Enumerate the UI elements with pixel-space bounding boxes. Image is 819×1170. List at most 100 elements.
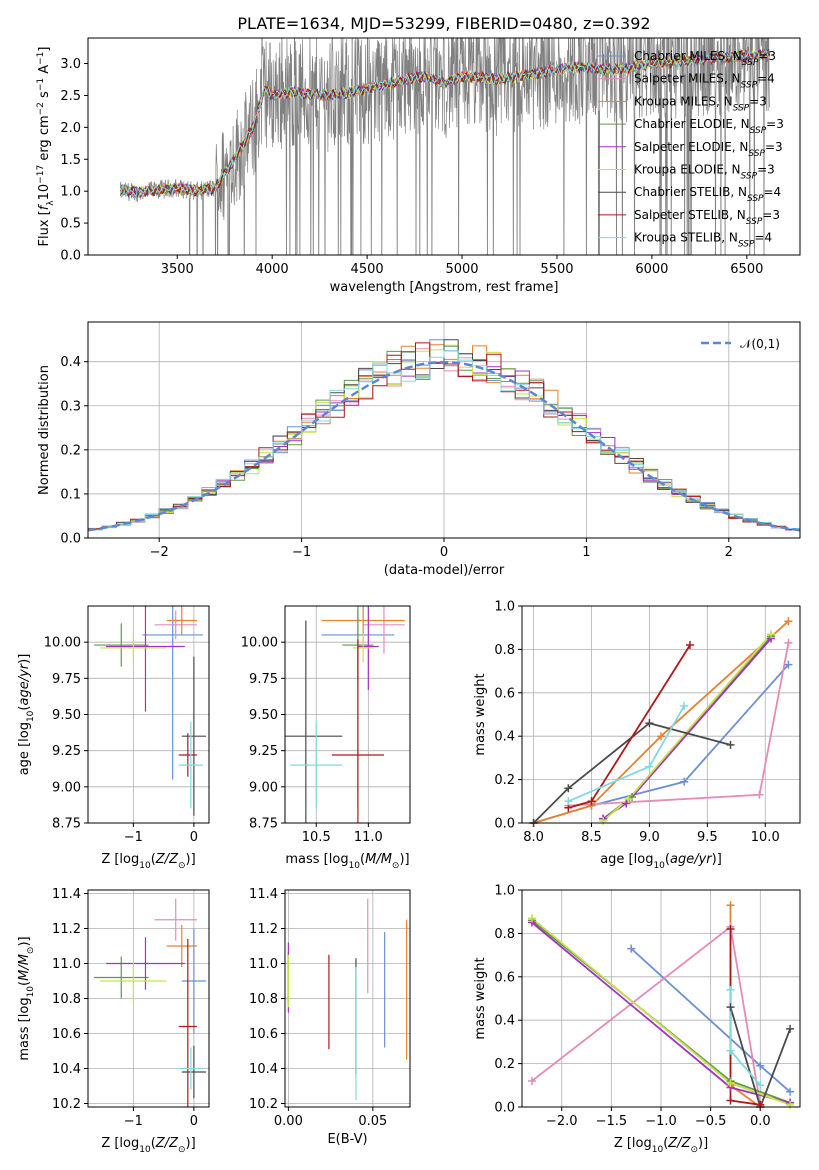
figure-title: PLATE=1634, MJD=53299, FIBERID=0480, z=0… [237,14,650,33]
x-axis-label: Z [log10(Z/Z⊙)] [101,1136,195,1155]
weight-marker-6 [786,1024,795,1033]
x-tick-label: 4000 [256,262,289,277]
weight-marker-7 [587,797,596,806]
label-part: =3 [762,208,780,222]
x-tick-label: 0.05 [358,1114,387,1129]
label-part: A [37,65,52,78]
y-tick-label: 0.6 [494,686,515,701]
label-part: ⊙ [178,1145,186,1155]
panel-weight-vs-Z: −2.0 −1.5 −1.0 −0.5 0.0 0.0 0.2 0.4 0.6 0.8 1.0 mas… [473,884,801,1155]
x-axis-label: Z [log10(Z/Z⊙)] [614,1136,708,1155]
weight-marker-5 [726,1079,735,1088]
legend-label: 𝒩(0,1) [740,337,780,351]
label-part: )] [712,852,722,867]
label-part: =3 [766,117,784,131]
y-tick-label: 0.3 [60,399,81,414]
panel-spectrum: 3500 4000 4500 5000 5500 6000 6500 0.0 0.5 1.0 1.5… [36,37,801,295]
label-part: =3 [765,140,783,154]
y-tick-label: 2.5 [60,89,81,104]
y-axis-label: age [log10(age/yr)] [17,654,36,776]
legend-label-5: Kroupa ELODIE, NSSP=3 [634,163,775,182]
y-tick-label: 2.0 [60,121,81,136]
weight-line-8 [729,989,761,1086]
label-part: ( [151,1136,156,1151]
histogram-8 [88,350,800,531]
y-axis-label: mass weight [473,673,488,755]
y-tick-label: 10.2 [249,1097,278,1112]
label-part: Z [log [101,852,139,867]
weight-marker-6 [645,719,654,728]
label-part: age [log [17,722,32,775]
label-part: 10 [26,710,36,722]
legend-label-1: Salpeter MILES, NSSP=4 [634,72,775,91]
y-tick-label: 0.2 [494,773,515,788]
y-tick-label: 0.8 [494,927,515,942]
x-tick-label: −2 [150,545,169,560]
label-part: Salpeter MILES, N [634,72,741,86]
weight-line-2 [533,620,790,823]
weight-marker-2 [726,901,735,910]
plot-area [94,606,206,816]
weight-marker-2 [657,732,665,741]
label-part: λ [46,200,56,206]
model-spectrum-8 [119,50,770,199]
y-tick-label: 9.50 [249,708,278,723]
x-tick-label: 3500 [161,262,194,277]
y-tick-label: 8.75 [249,817,278,832]
y-tick-label: 11.0 [249,957,278,972]
x-axis-label: Z [log10(Z/Z⊙)] [101,852,195,871]
weight-marker-5 [624,795,633,804]
observed-spectrum [119,38,770,255]
y-tick-label: 0.2 [60,443,81,458]
label-part: ( [360,852,365,867]
label-part: −2 [36,102,46,115]
weight-marker-1 [527,1076,536,1085]
label-part: M/M [365,852,392,867]
label-part: mass [log [17,997,32,1060]
y-tick-label: 10.2 [52,1097,81,1112]
label-part: ( [665,852,670,867]
panel-residuals: −2 −1 0 1 2 0.0 0.1 0.2 0.3 0.4 (data-model)/error… [37,321,801,578]
label-part: SSP [741,172,758,182]
y-tick-label: 1.0 [494,600,515,615]
y-tick-label: 0.4 [494,1014,515,1029]
label-part: SSP [738,240,755,250]
weight-line-6 [532,722,731,823]
label-part: −17 [36,165,46,184]
x-axis-label: wavelength [Angstrom, rest frame] [330,280,559,295]
axes-frame [87,605,210,824]
y-tick-label: 0.0 [60,532,81,547]
y-tick-label: 10.8 [249,992,278,1007]
weight-marker-8 [680,701,689,710]
weight-marker-7 [726,925,735,934]
label-part: =4 [764,185,782,199]
label-part: Kroupa STELIB, N [634,231,738,245]
label-part: Z/Z [155,852,179,867]
legend-label-4: Salpeter ELODIE, NSSP=3 [634,140,783,159]
label-part: Chabrier ELODIE, N [634,117,750,131]
label-part: ( [17,981,32,986]
y-tick-label: 11.0 [52,957,81,972]
label-part: Flux [ [37,210,52,246]
panel-mass-vs-EBV: 0.00 0.05 10.2 10.4 10.6 10.8 11.0 11.2 11.4 E(B-… [249,887,411,1147]
label-part: )] [186,1136,196,1151]
legend-label-8: Kroupa STELIB, NSSP=4 [634,231,772,250]
y-tick-label: 11.2 [52,922,81,937]
x-tick-label: 10.5 [302,830,331,845]
label-part: 10 [652,1145,664,1155]
axes-frame [284,889,411,1108]
weight-marker-5 [527,914,536,923]
legend: 𝒩(0,1) [701,337,780,351]
x-axis-label: E(B-V) [327,1132,367,1147]
x-tick-label: 11.0 [354,830,383,845]
x-tick-label: 10.0 [751,830,780,845]
y-tick-label: 9.75 [52,672,81,687]
panel-age-vs-mass: 10.5 11.0 8.75 9.00 9.25 9.50 9.75 10.00 mass [l… [241,605,411,871]
weight-marker-8 [645,762,654,771]
y-tick-label: 8.75 [52,817,81,832]
y-tick-label: 0.5 [60,217,81,232]
label-part: ( [17,706,32,711]
label-part: =3 [749,94,767,108]
